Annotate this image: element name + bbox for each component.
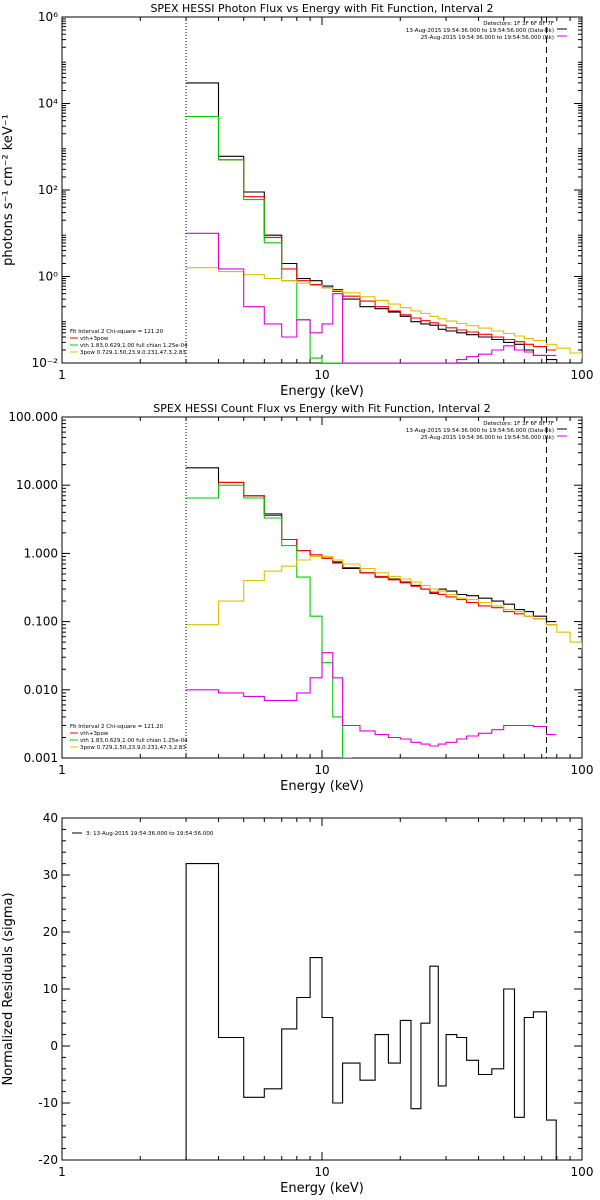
y-tick-label: 10⁰ [38,270,58,284]
series-3-line [186,267,582,359]
y-tick-label: 0.001 [24,751,58,765]
y-tick-label: 0.010 [24,683,58,697]
x-tick-label: 100 [571,1165,594,1179]
series-2-line [186,115,353,363]
y-tick-label: 30 [43,868,58,882]
plot-frame [61,16,583,364]
fit-text: 3pow 0.729,1.50,23.9,0.231,47.3,2.83 [80,350,186,356]
x-tick-label: 1 [58,763,66,777]
fit-text: vth+3pow [80,336,109,342]
legend-label: 3: 13-Aug-2015 19:54:36.000 to 19:54:56.… [86,831,214,837]
fit-text: 3pow 0.729,1.50,23.9,0.231,47.3,2.83 [80,745,186,751]
chart-title: SPEX HESSI Count Flux vs Energy with Fit… [153,402,490,415]
series-4-line [186,652,557,747]
series-group [186,82,582,363]
y-tick-label: 10 [43,982,58,996]
series-4-line [186,232,557,363]
x-axis-label: Energy (keV) [280,384,364,399]
y-tick-label: -20 [38,1153,58,1167]
y-axis-label: Normalized Residuals (sigma) [1,892,16,1085]
plot-frame [61,416,583,759]
y-tick-label: 10⁴ [38,97,58,111]
fit-text: vth 1.83,0.629,1.00 full chian 1.25e-04 [80,738,188,744]
series-group [185,863,557,1160]
y-tick-label: 10⁶ [38,10,58,24]
y-tick-label: 40 [43,811,58,825]
y-tick-label: 1.000 [24,546,58,560]
x-axis-label: Energy (keV) [280,779,364,794]
series-1-line [186,481,557,626]
y-tick-label: 10.000 [16,478,58,492]
x-axis-label: Energy (keV) [280,1181,364,1196]
x-tick-label: 1 [58,1165,66,1179]
fit-text: Fit Interval 2 Chi-square = 121.20 [70,724,164,730]
y-tick-label: 100.000 [8,410,58,424]
series-3-line [186,555,582,650]
header-line: 25-Aug-2015 19:54:36.000 to 19:54:56.000… [421,35,554,41]
header-line: Detectors: 1F 3F 6F 8F 7F [483,421,554,427]
x-tick-label: 100 [571,368,594,382]
series-2-line [186,484,353,758]
chart-panel-3: 1 10 100 Energy (keV) -20 -10 0 10 20 30 40 Normali… [1,811,593,1196]
x-tick-label: 100 [571,763,594,777]
x-tick-label: 10 [314,1165,329,1179]
header-line: 13-Aug-2015 19:54:36.000 to 19:54:56.000… [406,28,554,34]
x-tick-label: 10 [314,763,329,777]
y-tick-label: 10² [38,183,58,197]
series-0-line [185,863,557,1160]
chart-panel-1: SPEX HESSI Photon Flux vs Energy with Fi… [1,2,593,399]
y-tick-label: -10 [38,1096,58,1110]
series-1-line [186,115,557,351]
fit-text: vth+3pow [80,731,109,737]
y-axis-label: photons s⁻¹ cm⁻² keV⁻¹ [1,114,16,266]
series-0-line [186,467,557,623]
chart-panel-2: SPEX HESSI Count Flux vs Energy with Fit… [8,402,593,794]
fit-text: vth 1.83,0.629,1.00 full chian 1.25e-04 [80,343,188,349]
header-line: Detectors: 1F 3F 6F 8F 7F [483,21,554,27]
header-line: 25-Aug-2015 19:54:36.000 to 19:54:56.000… [421,435,554,441]
fit-text: Fit Interval 2 Chi-square = 121.20 [70,329,164,335]
y-tick-label: 0.100 [24,615,58,629]
y-tick-label: 20 [43,925,58,939]
y-tick-label: 10⁻² [32,356,59,370]
x-tick-label: 1 [58,368,66,382]
series-0-line [186,82,557,361]
chart-title: SPEX HESSI Photon Flux vs Energy with Fi… [150,2,493,15]
y-tick-label: 0 [50,1039,58,1053]
series-group [186,467,582,758]
x-tick-label: 10 [314,368,329,382]
header-line: 13-Aug-2015 19:54:36.000 to 19:54:56.000… [406,428,554,434]
